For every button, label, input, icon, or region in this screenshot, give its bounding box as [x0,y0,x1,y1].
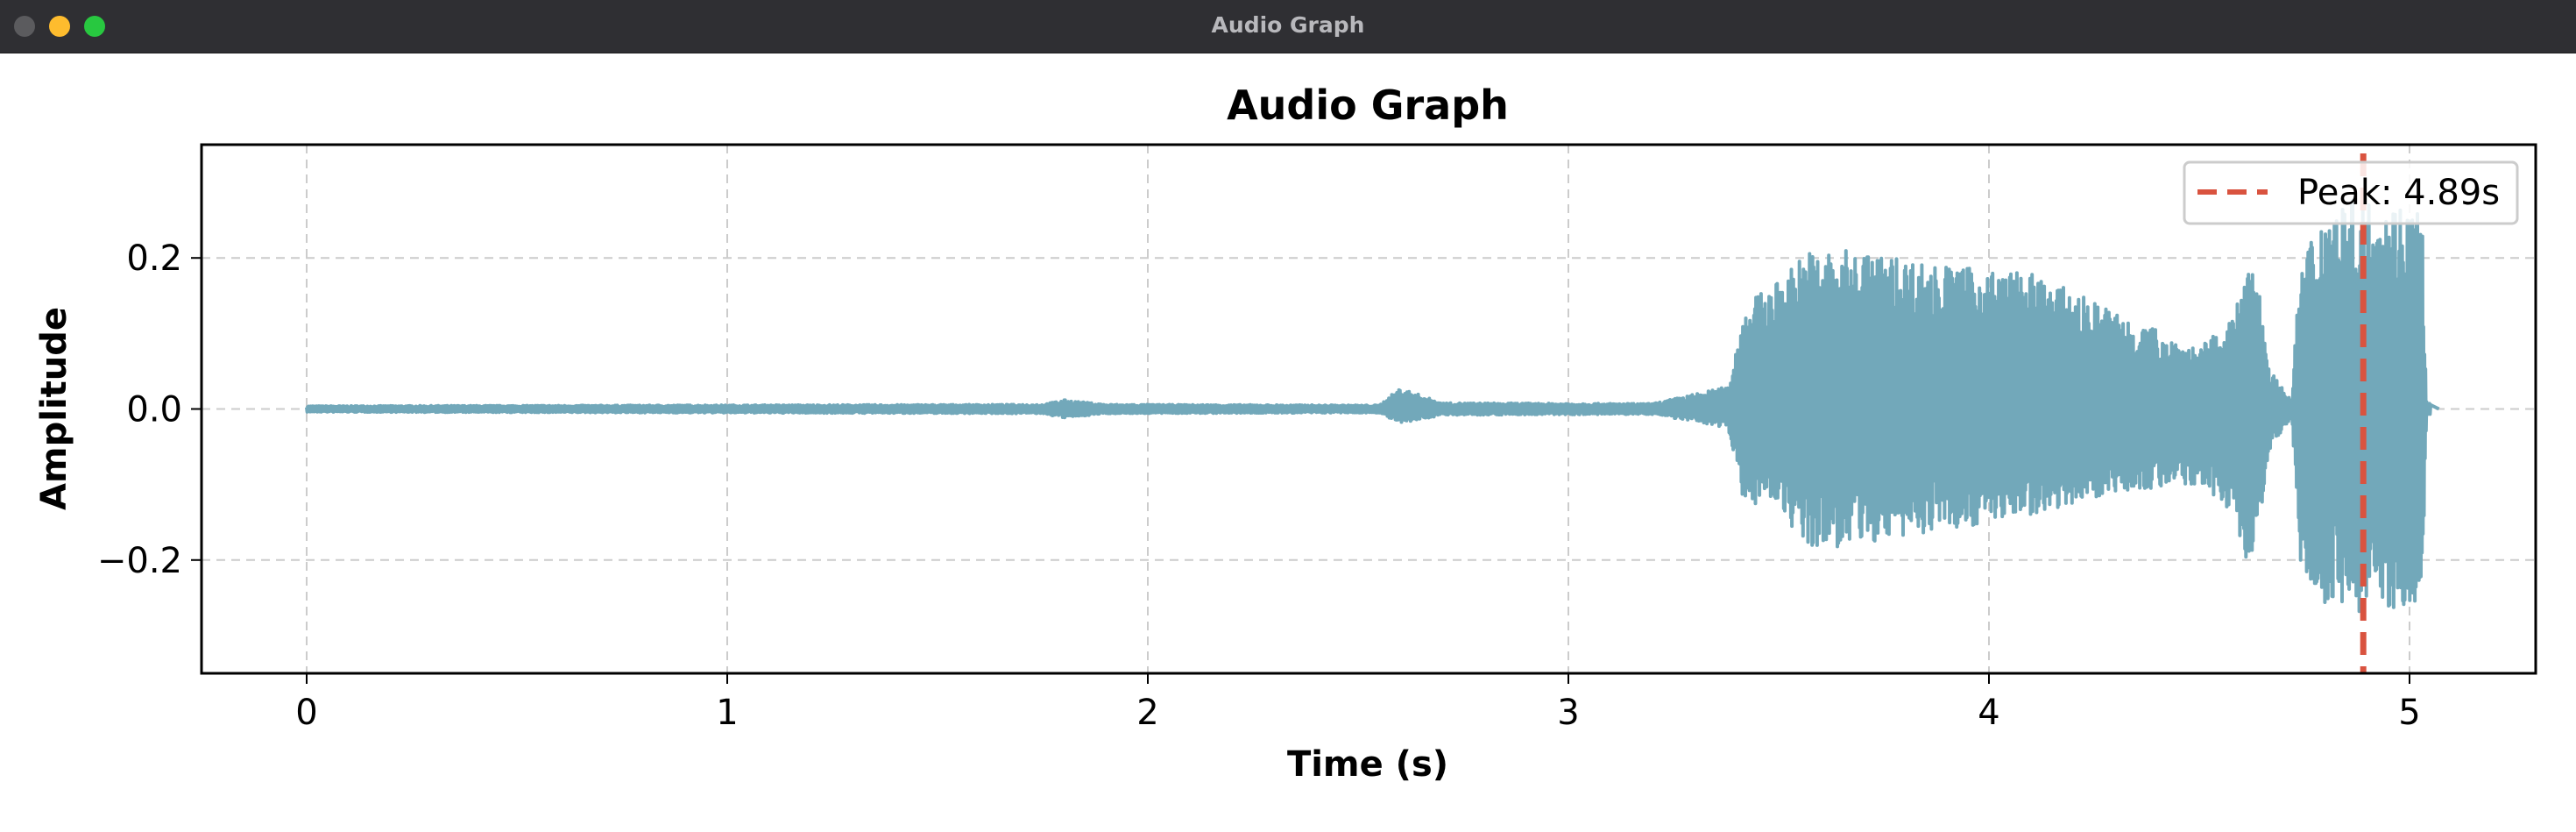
maximize-window-button[interactable] [84,16,105,37]
close-window-button[interactable] [14,16,35,37]
legend-box [2183,160,2519,225]
x-tick-label: 1 [716,693,738,733]
y-tick-label: 0.0 [126,390,182,430]
y-axis-label: Amplitude [34,307,74,510]
x-tick-label: 3 [1557,693,1579,733]
x-tick-label: 2 [1136,693,1158,733]
waveform-line [305,198,2440,614]
y-tick-label: 0.2 [126,238,182,279]
x-tick-label: 5 [2398,693,2420,733]
audio-waveform-chart: Audio Graph 0 1 2 3 4 5 −0.2 0.0 0.2 Time (s) Am… [34,82,2537,785]
window-title: Audio Graph [1211,12,1365,38]
y-tick-label: −0.2 [97,541,182,581]
legend[interactable]: Peak: 4.89s [2183,160,2519,225]
x-tick-label: 0 [295,693,317,733]
title-bar: Audio Graph [0,0,2576,53]
figure: Audio Graph 0 1 2 3 4 5 −0.2 0.0 0.2 Time (s) Am… [0,53,2576,828]
legend-peak-label: Peak: 4.89s [2297,173,2500,213]
waveform-layer [305,198,2440,614]
minimize-window-button[interactable] [49,16,70,37]
chart-title: Audio Graph [1227,82,1509,129]
axis-ticks: 0 1 2 3 4 5 −0.2 0.0 0.2 [97,238,2421,733]
x-axis-label: Time (s) [1287,744,1448,785]
x-tick-label: 4 [1978,693,1999,733]
